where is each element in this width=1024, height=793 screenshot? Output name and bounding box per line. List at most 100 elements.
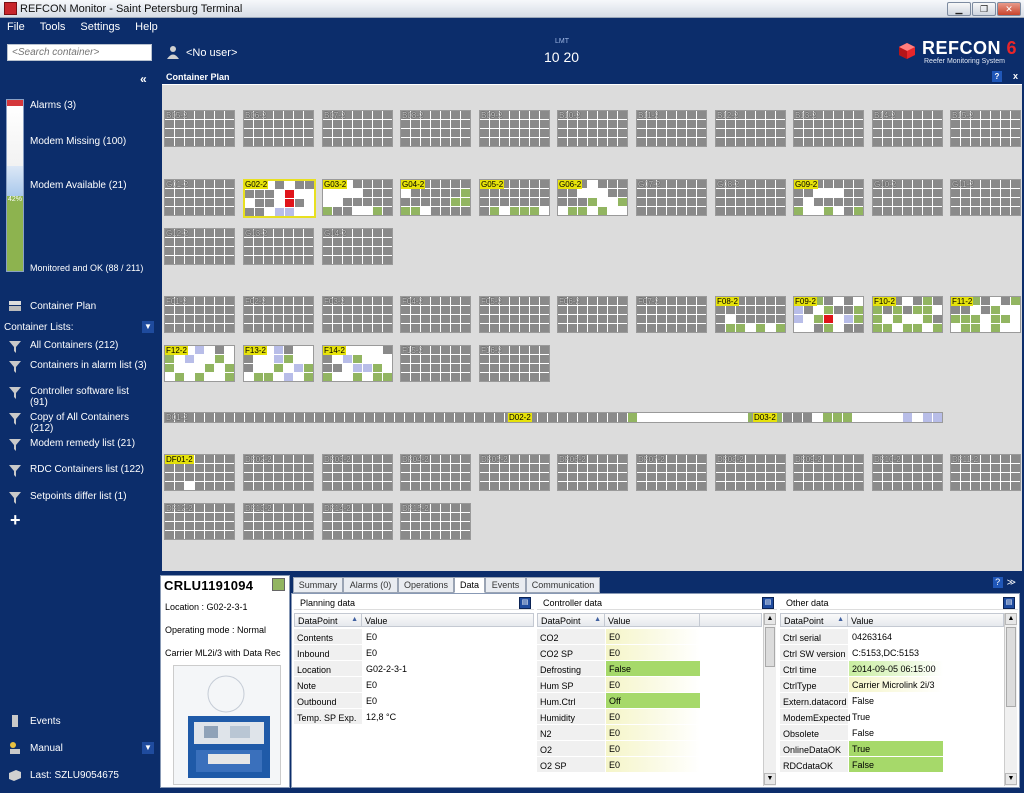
container-slot[interactable] [225,504,234,512]
container-slot[interactable] [401,129,410,137]
container-slot[interactable] [225,238,234,246]
container-slot[interactable] [431,482,440,490]
container-slot[interactable] [776,482,785,490]
container-slot[interactable] [746,464,755,472]
container-slot[interactable] [893,180,902,188]
container-slot[interactable] [411,531,420,539]
container-slot[interactable] [510,306,519,314]
container-slot[interactable] [165,198,174,206]
container-slot[interactable] [854,180,863,188]
maximize-button[interactable]: ❐ [972,2,996,16]
container-slot[interactable] [323,473,332,481]
container-slot[interactable] [304,297,313,305]
container-slot[interactable] [401,297,410,305]
container-slot[interactable] [844,207,853,215]
container-slot[interactable] [264,324,273,332]
container-slot[interactable] [165,247,174,255]
container-slot[interactable] [873,473,882,481]
container-slot[interactable] [225,189,234,197]
container-slot[interactable] [568,198,577,206]
container-slot[interactable] [225,247,234,255]
container-slot[interactable] [255,190,264,198]
container-slot[interactable] [746,473,755,481]
container-slot[interactable] [195,138,204,146]
container-slot[interactable] [383,306,392,314]
container-slot[interactable] [421,504,430,512]
container-slot[interactable] [175,297,184,305]
container-slot[interactable] [578,138,587,146]
container-slot[interactable] [746,129,755,137]
container-slot[interactable] [431,355,440,363]
container-slot[interactable] [618,324,627,332]
container-slot[interactable] [195,513,204,521]
container-slot[interactable] [971,473,980,481]
container-slot[interactable] [490,364,499,372]
minimize-button[interactable]: ▁ [947,2,971,16]
container-slot[interactable] [873,189,882,197]
container-slot[interactable] [284,473,293,481]
container-slot[interactable] [274,473,283,481]
container-slot[interactable] [981,111,990,119]
container-slot[interactable] [510,129,519,137]
container-slot[interactable] [667,315,676,323]
container-slot[interactable] [951,482,960,490]
container-slot[interactable] [383,138,392,146]
container-slot[interactable] [588,138,597,146]
container-slot[interactable] [873,315,882,323]
container-slot[interactable] [971,482,980,490]
container-slot[interactable] [215,531,224,539]
container-slot[interactable] [225,256,234,264]
container-slot[interactable] [756,473,765,481]
container-slot[interactable] [285,413,294,422]
container-slot[interactable] [913,464,922,472]
container-slot[interactable] [480,364,489,372]
container-slot[interactable] [951,120,960,128]
container-slot[interactable] [893,473,902,481]
container-slot[interactable] [264,473,273,481]
container-slot[interactable] [558,129,567,137]
container-slot[interactable] [401,355,410,363]
container-slot[interactable] [500,315,509,323]
container-slot[interactable] [766,297,775,305]
container-slot[interactable] [264,247,273,255]
container-slot[interactable] [294,138,303,146]
container-slot[interactable] [451,373,460,381]
container-slot[interactable] [697,120,706,128]
container-slot[interactable] [903,138,912,146]
container-slot[interactable] [933,111,942,119]
container-slot[interactable] [275,190,284,198]
container-slot[interactable] [530,346,539,354]
container-slot[interactable] [421,129,430,137]
container-slot[interactable] [598,473,607,481]
container-slot[interactable] [353,256,362,264]
container-slot[interactable] [254,455,263,463]
container-slot[interactable] [215,513,224,521]
container-slot[interactable] [373,138,382,146]
container-slot[interactable] [893,306,902,314]
container-slot[interactable] [343,324,352,332]
block-df03-2[interactable] [322,454,393,491]
container-slot[interactable] [383,504,392,512]
container-slot[interactable] [323,482,332,490]
container-slot[interactable] [365,413,374,422]
container-slot[interactable] [244,324,253,332]
block-g07-2[interactable] [636,179,707,216]
container-slot[interactable] [165,111,174,119]
container-slot[interactable] [598,120,607,128]
container-slot[interactable] [588,180,597,188]
container-slot[interactable] [510,373,519,381]
container-slot[interactable] [814,198,823,206]
planning-col-datapoint[interactable]: DataPoint ▲ [294,613,362,627]
container-slot[interactable] [697,464,706,472]
container-slot[interactable] [608,455,617,463]
container-slot[interactable] [530,138,539,146]
other-col-datapoint[interactable]: DataPoint ▲ [780,613,848,627]
container-slot[interactable] [804,207,813,215]
container-slot[interactable] [678,413,687,422]
container-slot[interactable] [215,247,224,255]
container-slot[interactable] [903,473,912,481]
container-slot[interactable] [205,198,214,206]
container-slot[interactable] [520,306,529,314]
container-slot[interactable] [568,129,577,137]
container-slot[interactable] [401,111,410,119]
